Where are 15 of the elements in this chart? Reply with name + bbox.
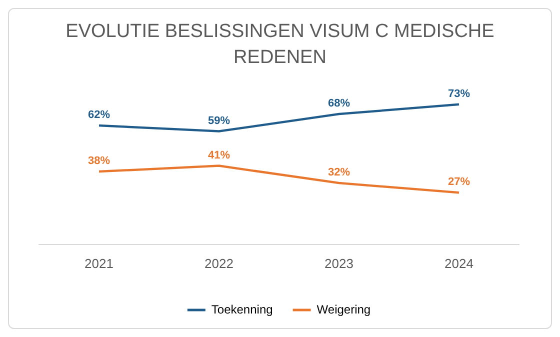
data-label: 68% bbox=[328, 98, 350, 110]
data-label: 62% bbox=[88, 109, 110, 122]
x-tick-label: 2021 bbox=[84, 256, 114, 271]
x-tick-label: 2022 bbox=[204, 256, 234, 271]
chart-title: EVOLUTIE BESLISSINGEN VISUM C MEDISCHE REDENEN bbox=[64, 20, 496, 70]
data-label: 59% bbox=[208, 114, 230, 127]
data-label: 73% bbox=[448, 88, 470, 100]
data-label: 32% bbox=[328, 166, 350, 179]
legend-label: Toekenning bbox=[211, 302, 273, 316]
data-label: 38% bbox=[88, 155, 110, 168]
x-tick-label: 2024 bbox=[444, 256, 474, 271]
data-label: 27% bbox=[448, 176, 470, 188]
data-label: 41% bbox=[208, 149, 230, 162]
legend-label: Weigering bbox=[316, 302, 371, 316]
x-tick-label: 2023 bbox=[324, 256, 354, 271]
